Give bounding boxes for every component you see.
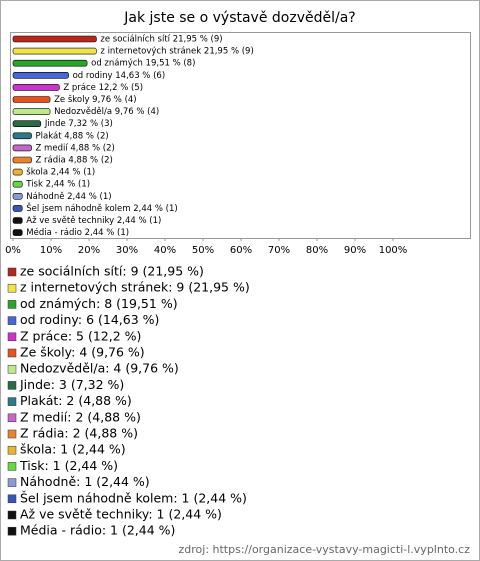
bar-label: Náhodně 2,44 % (1)	[26, 192, 111, 202]
bar	[12, 132, 32, 140]
legend-label: z internetových stránek: 9 (21,95 %)	[20, 280, 250, 295]
legend-swatch	[7, 494, 17, 504]
bar-label: z internetových stránek 21,95 % (9)	[100, 47, 253, 57]
legend-swatch	[7, 526, 17, 536]
legend-swatch	[7, 445, 17, 455]
legend-label: ze sociálních sítí: 9 (21,95 %)	[20, 264, 204, 279]
x-tick-label: 10%	[40, 245, 62, 256]
bar-label: ze sociálních sítí 21,95 % (9)	[100, 35, 222, 45]
legend-swatch	[7, 364, 17, 374]
bar	[12, 144, 32, 152]
bar-label: Tisk 2,44 % (1)	[25, 180, 90, 190]
bar	[12, 193, 23, 200]
plot-frame	[10, 32, 471, 239]
bar	[12, 156, 32, 164]
bar	[12, 108, 51, 115]
legend-label: Ze školy: 4 (9,76 %)	[20, 345, 145, 360]
bar	[12, 229, 23, 236]
bar-label: Šel jsem náhodně kolem 2,44 % (1)	[26, 202, 177, 214]
x-tick-label: 60%	[230, 245, 252, 256]
bar-label: Až ve světě techniky 2,44 % (1)	[26, 216, 161, 226]
legend-swatch	[7, 478, 17, 487]
x-tick-label: 80%	[306, 245, 328, 256]
legend-label: Z rádia: 2 (4,88 %)	[20, 426, 138, 441]
bar	[12, 84, 60, 91]
x-tick-label: 70%	[268, 245, 290, 256]
legend-label: Náhodně: 1 (2,44 %)	[20, 474, 150, 489]
x-tick-label: 20%	[78, 245, 100, 256]
legend-swatch	[7, 348, 17, 358]
bar	[12, 96, 51, 103]
x-tick-label: 90%	[344, 245, 366, 256]
legend-swatch	[7, 316, 17, 325]
bar	[12, 217, 23, 224]
x-tick-label: 0%	[5, 245, 21, 256]
bar	[12, 168, 23, 176]
source: zdroj: https://organizace-vystavy-magict…	[179, 543, 471, 556]
legend-swatch	[7, 397, 17, 406]
x-tick-label: 30%	[116, 245, 138, 256]
bar-label: Jinde 7,32 % (3)	[44, 119, 113, 129]
legend-label: Plakát: 2 (4,88 %)	[20, 393, 132, 408]
legend-label: od známých: 8 (19,51 %)	[20, 296, 178, 311]
bar-label: Z práce 12,2 % (5)	[63, 83, 143, 93]
bar	[12, 47, 97, 55]
legend-swatch	[7, 300, 17, 309]
bar	[12, 180, 23, 188]
legend-swatch	[7, 332, 17, 342]
bar	[12, 120, 42, 127]
x-tick-label: 40%	[154, 245, 176, 256]
legend-label: škola: 1 (2,44 %)	[20, 442, 126, 457]
legend-label: Média - rádio: 1 (2,44 %)	[20, 523, 175, 538]
legend-label: Tisk: 1 (2,44 %)	[19, 458, 118, 473]
legend-swatch	[7, 413, 17, 423]
bar-label: Plakát 4,88 % (2)	[36, 131, 109, 141]
legend-swatch	[7, 267, 17, 277]
bar-label: Nedozvěděl/a 9,76 % (4)	[54, 107, 159, 117]
bar-label: Ze školy 9,76 % (4)	[54, 94, 137, 105]
bar-label: od rodiny 14,63 % (6)	[73, 71, 166, 81]
bar-label: Média - rádio 2,44 % (1)	[26, 227, 129, 238]
bar	[12, 35, 97, 43]
legend-label: Nedozvěděl/a: 4 (9,76 %)	[20, 361, 179, 376]
bar-label: Z rádia 4,88 % (2)	[36, 156, 113, 166]
legend-label: od rodiny: 6 (14,63 %)	[20, 312, 159, 327]
x-tick-label: 100%	[379, 245, 408, 256]
bar	[12, 72, 69, 79]
bar-label: od známých 19,51 % (8)	[91, 59, 195, 69]
legend-swatch	[7, 283, 17, 293]
bar-label: škola 2,44 % (1)	[26, 167, 95, 178]
legend-label: Šel jsem náhodně kolem: 1 (2,44 %)	[20, 490, 247, 505]
legend-swatch	[7, 462, 17, 471]
chart-title: Jak jste se o výstavě dozvěděl/a?	[123, 10, 355, 26]
bar-label: Z medií 4,88 % (2)	[36, 143, 115, 153]
x-tick-label: 50%	[192, 245, 214, 256]
bar	[12, 59, 88, 67]
bar	[12, 205, 23, 212]
legend-label: Z práce: 5 (12,2 %)	[20, 328, 141, 343]
legend-swatch	[7, 510, 17, 520]
legend-swatch	[7, 381, 17, 390]
legend-label: Až ve světě techniky: 1 (2,44 %)	[20, 507, 222, 522]
legend-swatch	[7, 429, 17, 439]
legend-label: Jinde: 3 (7,32 %)	[19, 377, 124, 392]
legend-label: Z medií: 2 (4,88 %)	[20, 409, 141, 424]
